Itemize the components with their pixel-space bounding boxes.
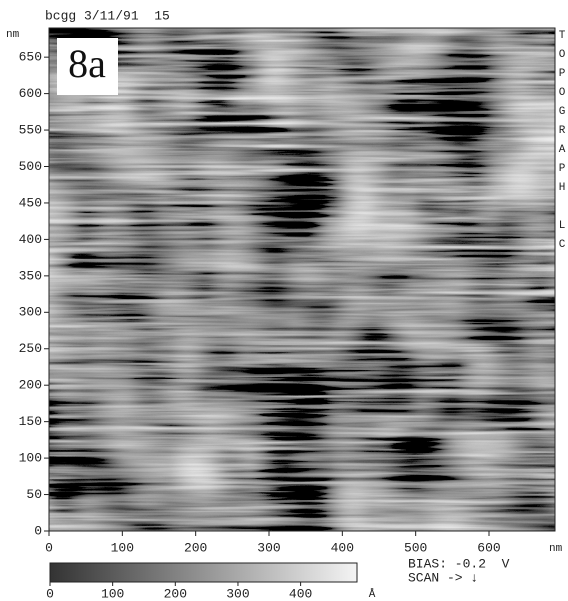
figure: bcgg 3/11/91 15 nm 8a TOPOGRAPH LC nm BI…: [0, 0, 568, 601]
x-tick-label: 400: [331, 540, 354, 555]
colorbar-unit: Å: [369, 588, 376, 601]
y-tick-label: 150: [19, 414, 42, 429]
y-tick-label: 200: [19, 378, 42, 393]
scan-label: SCAN -> ↓: [408, 570, 478, 585]
y-tick-label: 250: [19, 341, 42, 356]
colorbar: [50, 563, 357, 582]
colorbar-tick-label: 0: [46, 586, 54, 601]
y-tick-label: 50: [26, 487, 42, 502]
y-tick-label: 550: [19, 122, 42, 137]
y-tick-label: 0: [34, 523, 42, 538]
y-tick-label: 400: [19, 232, 42, 247]
panel-label: 8a: [68, 41, 106, 86]
y-tick-label: 500: [19, 159, 42, 174]
stm-image: [49, 28, 555, 531]
y-unit: nm: [6, 29, 20, 41]
colorbar-tick-label: 400: [289, 586, 312, 601]
side-label: TOPOGRAPH LC: [556, 30, 568, 258]
y-tick-label: 450: [19, 195, 42, 210]
x-tick-label: 100: [111, 540, 134, 555]
x-tick-label: 300: [257, 540, 280, 555]
x-tick-label: 0: [45, 540, 53, 555]
x-tick-label: 600: [477, 540, 500, 555]
y-tick-label: 350: [19, 268, 42, 283]
colorbar-tick-label: 100: [101, 586, 124, 601]
bias-label: BIAS: -0.2 V: [408, 556, 510, 571]
x-tick-label: 200: [184, 540, 207, 555]
y-tick-label: 100: [19, 451, 42, 466]
colorbar-tick-label: 200: [164, 586, 187, 601]
y-tick-label: 650: [19, 50, 42, 65]
x-tick-label: 500: [404, 540, 427, 555]
header: bcgg 3/11/91 15: [45, 8, 170, 23]
y-tick-label: 300: [19, 305, 42, 320]
colorbar-tick-label: 300: [226, 586, 249, 601]
y-tick-label: 600: [19, 86, 42, 101]
x-unit: nm: [549, 543, 563, 555]
